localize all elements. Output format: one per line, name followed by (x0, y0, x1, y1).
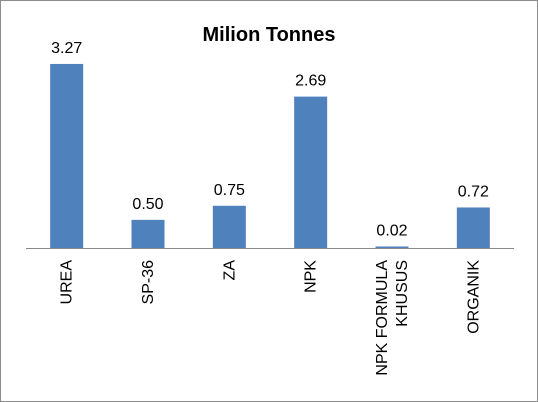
chart-title: Milion Tonnes (203, 24, 336, 46)
bar-urea (50, 63, 84, 249)
data-label: 0.50 (132, 196, 163, 213)
bar-npk-formula-khusus (375, 246, 409, 248)
category-label-line: ZA (221, 260, 238, 281)
data-label: 3.27 (51, 40, 82, 57)
category-label: ORGANIK (465, 260, 482, 334)
category-labels-group: UREA SP-36 ZA NPK NPK FORMULA KHUSUS ORGANIK (59, 260, 483, 376)
bar-organik (456, 207, 490, 248)
category-label-line: UREA (59, 260, 76, 305)
category-label: NPK (303, 260, 320, 293)
category-label: NPK FORMULA KHUSUS (374, 260, 411, 376)
bar-sp-36 (131, 219, 165, 248)
bars-group (50, 63, 490, 249)
data-label: 0.75 (214, 182, 245, 199)
category-label-line: NPK (303, 260, 320, 293)
data-label: 2.69 (295, 73, 326, 90)
bar-za (212, 205, 246, 248)
data-labels-group: 3.27 0.50 0.75 2.69 0.02 0.72 (51, 40, 489, 240)
category-label: UREA (59, 260, 76, 305)
category-label-line: SP-36 (140, 260, 157, 305)
bar-npk (294, 96, 328, 248)
data-label: 0.72 (458, 183, 489, 200)
category-label-line: KHUSUS (394, 260, 411, 327)
data-label: 0.02 (376, 223, 407, 240)
category-label: ZA (221, 260, 238, 281)
category-label: SP-36 (140, 260, 157, 305)
category-label-line: ORGANIK (465, 260, 482, 334)
category-label-line: NPK FORMULA (374, 260, 391, 376)
